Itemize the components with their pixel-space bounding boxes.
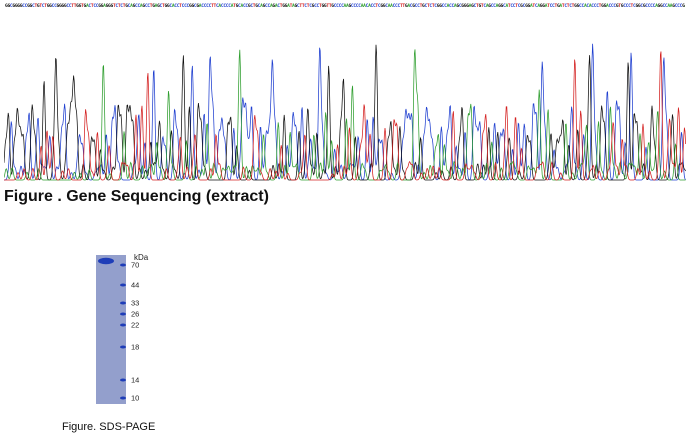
marker-band-33 bbox=[120, 301, 126, 305]
marker-band-10 bbox=[120, 396, 126, 400]
marker-label-18: 18 bbox=[131, 343, 139, 352]
trace-T bbox=[4, 51, 686, 181]
marker-band-70 bbox=[120, 263, 126, 267]
marker-band-18 bbox=[120, 345, 126, 349]
sequence-text: GGCGGGGCCGGCTGTCTGGCCGGGGCCTTGGTGACTCCGG… bbox=[5, 4, 685, 9]
figure-caption-sds-page: Figure. SDS-PAGE bbox=[62, 421, 156, 433]
trace-C bbox=[4, 43, 686, 181]
marker-band-26 bbox=[120, 312, 126, 316]
marker-label-22: 22 bbox=[131, 321, 139, 330]
marker-band-22 bbox=[120, 323, 126, 327]
marker-label-14: 14 bbox=[131, 376, 139, 385]
marker-label-10: 10 bbox=[131, 394, 139, 403]
marker-band-44 bbox=[120, 283, 126, 287]
figure-title-gene-sequencing: Figure . Gene Sequencing (extract) bbox=[4, 188, 269, 205]
sds-page-gel-image: 70 44 33 26 22 18 14 10 kDa bbox=[96, 253, 149, 404]
sequencing-chromatogram bbox=[4, 43, 686, 181]
marker-label-26: 26 bbox=[131, 310, 139, 319]
marker-label-70: 70 bbox=[131, 261, 139, 270]
marker-band-14 bbox=[120, 378, 126, 382]
marker-label-44: 44 bbox=[131, 281, 139, 290]
marker-label-33: 33 bbox=[131, 299, 139, 308]
protein-band bbox=[98, 257, 114, 265]
gel-lane-shade bbox=[96, 255, 126, 404]
kda-unit-label: kDa bbox=[134, 253, 149, 262]
trace-G bbox=[4, 44, 686, 181]
marker-ladder: 70 44 33 26 22 18 14 10 bbox=[120, 261, 139, 403]
